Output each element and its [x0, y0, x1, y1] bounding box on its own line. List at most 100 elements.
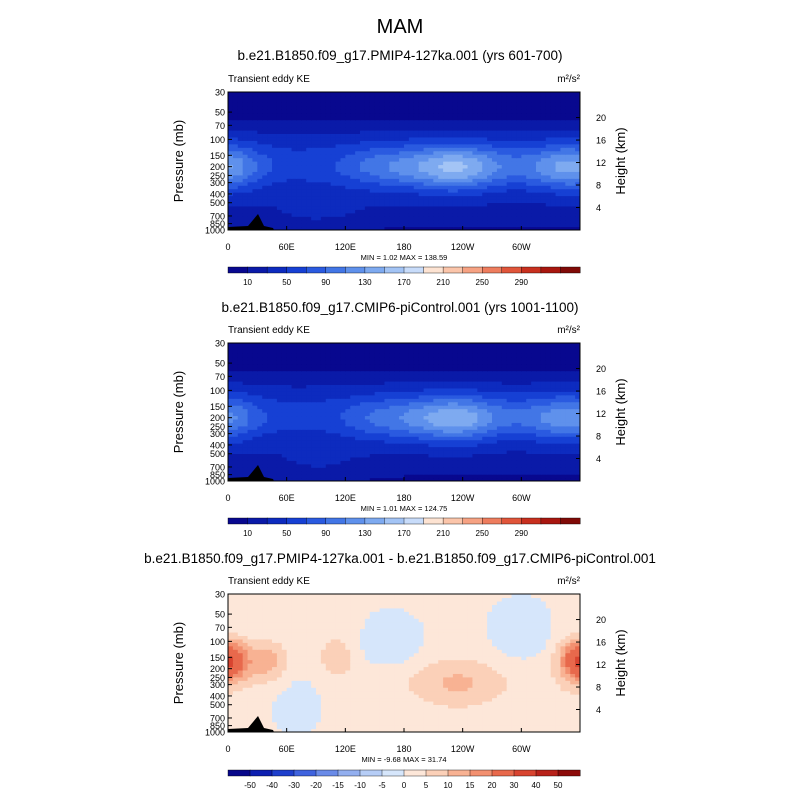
contour-cell [374, 474, 381, 479]
contour-cell [379, 408, 386, 413]
contour-cell [320, 116, 327, 121]
contour-cell [521, 192, 527, 197]
contour-cell [316, 216, 322, 221]
contour-cell [316, 136, 322, 141]
contour-cell [379, 95, 386, 100]
contour-cell [433, 212, 439, 217]
contour-cell [399, 405, 405, 410]
contour-cell [242, 219, 249, 224]
contour-cell [467, 112, 474, 117]
contour-cell [428, 98, 434, 103]
contour-cell [394, 161, 400, 166]
contour-cell [399, 205, 405, 210]
contour-cell [311, 422, 317, 427]
contour-cell [433, 391, 439, 396]
contour-cell [452, 212, 459, 217]
contour-cell [428, 387, 434, 392]
contour-cell [350, 140, 356, 145]
contour-cell [467, 425, 474, 430]
contour-cell [555, 219, 562, 224]
contour-cell [291, 195, 298, 200]
contour-cell [394, 129, 400, 134]
colorbar-label: 290 [515, 278, 529, 287]
contour-cell [501, 195, 508, 200]
contour-cell [345, 477, 351, 481]
contour-cell [384, 147, 390, 152]
contour-cell [413, 95, 420, 100]
contour-cell [521, 202, 527, 207]
contour-cell [267, 415, 273, 420]
contour-cell [301, 181, 307, 186]
contour-cell [531, 401, 537, 406]
contour-cell [516, 150, 522, 155]
contour-cell [306, 226, 312, 230]
contour-cell [389, 126, 395, 131]
contour-cell [413, 150, 420, 155]
contour-cell [316, 126, 322, 131]
contour-cell [360, 212, 366, 217]
contour-cell [389, 195, 395, 200]
contour-cell [379, 174, 386, 179]
contour-cell [423, 181, 430, 186]
contour-cell [511, 157, 518, 162]
contour-cell [228, 405, 234, 410]
contour-cell [345, 223, 351, 228]
contour-cell [516, 422, 522, 427]
contour-cell [399, 188, 405, 193]
contour-cell [575, 219, 580, 224]
contour-cell [330, 443, 337, 448]
contour-cell [330, 415, 337, 420]
contour-cell [477, 140, 483, 145]
contour-cell [423, 109, 430, 114]
contour-cell [316, 185, 322, 190]
contour-cell [237, 202, 244, 207]
contour-cell [237, 436, 244, 441]
contour-cell [545, 123, 552, 128]
contour-cell [457, 109, 464, 114]
contour-cell [511, 415, 518, 420]
contour-cell [369, 467, 376, 472]
contour-cell [536, 178, 542, 183]
contour-cell [364, 223, 371, 228]
contour-cell [389, 136, 395, 141]
contour-cell [360, 161, 366, 166]
contour-cell [350, 195, 356, 200]
contour-cell [413, 192, 420, 197]
contour-cell [325, 140, 332, 145]
contour-cell [311, 436, 317, 441]
contour-cell [428, 401, 434, 406]
contour-cell [369, 185, 376, 190]
contour-cell [501, 98, 508, 103]
contour-cell [575, 477, 580, 481]
contour-cell [438, 150, 444, 155]
contour-cell [316, 401, 322, 406]
contour-cell [364, 147, 371, 152]
contour-cell [452, 226, 459, 230]
contour-cell [467, 174, 474, 179]
contour-cell [296, 216, 302, 221]
contour-cell [340, 212, 346, 217]
contour-cell [487, 105, 493, 110]
contour-cell [355, 394, 361, 399]
contour-cell [350, 422, 356, 427]
contour-cell [374, 178, 381, 183]
contour-cell [472, 446, 478, 451]
contour-cell [531, 212, 537, 217]
contour-cell [413, 209, 420, 214]
contour-cell [560, 387, 566, 392]
contour-cell [399, 192, 405, 197]
contour-cell [291, 223, 298, 228]
contour-cell [487, 212, 493, 217]
contour-cell [330, 92, 337, 97]
contour-cell [252, 432, 258, 437]
contour-cell [364, 219, 371, 224]
contour-cell [531, 216, 537, 221]
contour-cell [301, 174, 307, 179]
contour-cell [413, 387, 420, 392]
contour-cell [350, 384, 356, 389]
contour-cell [384, 171, 390, 176]
contour-cell [311, 192, 317, 197]
contour-cell [330, 212, 337, 217]
contour-cell [262, 432, 268, 437]
contour-cell [394, 470, 400, 475]
